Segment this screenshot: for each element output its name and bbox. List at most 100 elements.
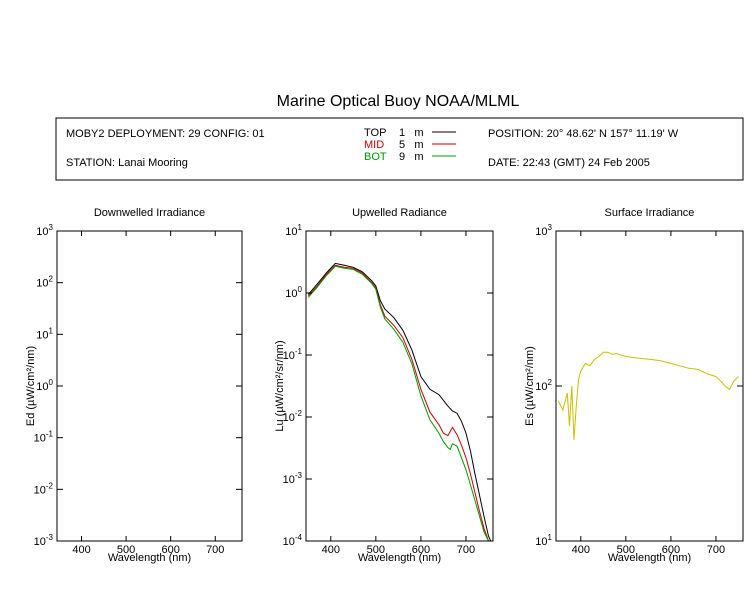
legend-unit-bot: m (414, 151, 423, 163)
surface-irradiance-series-es-line (557, 351, 739, 440)
station-text: STATION: Lanai Mooring (66, 157, 188, 169)
downwelled-irradiance-x-axis-label: Wavelength (nm) (108, 552, 191, 564)
upwelled-radiance-series-mid-line (307, 264, 491, 541)
downwelled-irradiance-y-tick-label: 103 (36, 223, 53, 238)
surface-irradiance-title: Surface Irradiance (605, 207, 695, 219)
surface-irradiance-x-tick-label: 700 (707, 544, 725, 556)
upwelled-radiance-x-axis-label: Wavelength (nm) (358, 552, 441, 564)
downwelled-irradiance-y-tick-label: 101 (36, 326, 53, 341)
upwelled-radiance-title: Upwelled Radiance (352, 207, 447, 219)
upwelled-radiance-x-tick-label: 600 (412, 544, 430, 556)
upwelled-radiance-y-tick-base: 10 (283, 474, 295, 486)
upwelled-radiance-y-tick-label: 10-2 (283, 409, 303, 424)
upwelled-radiance-y-tick-label: 10-4 (283, 533, 303, 548)
surface-irradiance-y-tick-base: 10 (535, 536, 547, 548)
deployment-text: MOBY2 DEPLOYMENT: 29 CONFIG: 01 (66, 128, 265, 140)
surface-irradiance-y-axis-label: Es (µW/cm²/nm) (524, 346, 536, 426)
downwelled-irradiance-y-tick-exponent: 2 (49, 275, 54, 284)
surface-irradiance-y-tick-base: 10 (535, 226, 547, 238)
surface-irradiance-y-tick-label: 103 (535, 223, 552, 238)
legend-label-mid: MID (364, 139, 384, 151)
surface-irradiance-y-tick-exponent: 1 (548, 533, 553, 542)
legend-depth-mid: 5 (399, 139, 405, 151)
legend-depth-top: 1 (399, 127, 405, 139)
legend-entry-top: TOP 1 m (364, 127, 456, 139)
upwelled-radiance-plot-frame (305, 230, 494, 542)
upwelled-radiance-y-tick-label: 10-1 (283, 347, 303, 362)
downwelled-irradiance-x-tick-label: 500 (117, 544, 135, 556)
position-text: POSITION: 20° 48.62' N 157° 11.19' W (488, 128, 679, 140)
downwelled-irradiance-x-tick-label: 700 (206, 544, 224, 556)
upwelled-radiance-y-tick-exponent: -4 (295, 533, 303, 542)
downwelled-irradiance-y-tick-label: 10-2 (34, 481, 54, 496)
upwelled-radiance-x-tick-label: 500 (367, 544, 385, 556)
downwelled-irradiance-y-tick-exponent: -1 (46, 430, 54, 439)
downwelled-irradiance-y-tick-label: 10-3 (34, 533, 54, 548)
upwelled-radiance-y-tick-label: 101 (285, 223, 302, 238)
downwelled-irradiance-plot-frame (56, 230, 243, 542)
upwelled-radiance-y-tick-base: 10 (285, 288, 297, 300)
main-title: Marine Optical Buoy NOAA/MLML (277, 93, 520, 110)
surface-irradiance-plot-frame (555, 230, 744, 542)
downwelled-irradiance-title: Downwelled Irradiance (94, 207, 205, 219)
downwelled-irradiance-y-tick-label: 10-1 (34, 430, 54, 445)
downwelled-irradiance-y-tick-label: 102 (36, 275, 53, 290)
upwelled-radiance-y-tick-label: 10-3 (283, 471, 303, 486)
upwelled-radiance-y-tick-exponent: -3 (295, 471, 303, 480)
upwelled-radiance-x-tick-label: 700 (457, 544, 475, 556)
downwelled-irradiance-y-axis-label: Ed (µW/cm²/nm) (25, 346, 37, 426)
surface-irradiance-x-tick-label: 400 (572, 544, 590, 556)
surface-irradiance-y-tick-exponent: 2 (548, 378, 553, 387)
downwelled-irradiance-y-tick-base: 10 (36, 329, 48, 341)
upwelled-radiance-y-tick-base: 10 (283, 412, 295, 424)
downwelled-irradiance-y-tick-exponent: -2 (46, 481, 54, 490)
date-text: DATE: 22:43 (GMT) 24 Feb 2005 (488, 157, 650, 169)
downwelled-irradiance-y-tick-base: 10 (34, 433, 46, 445)
upwelled-radiance-series-top-line (307, 262, 492, 541)
upwelled-radiance-y-axis-label: Lu (µW/cm²/sr/nm) (274, 340, 286, 431)
legend-label-bot: BOT (364, 151, 387, 163)
depth-legend: TOP 1 m MID 5 m BOT 9 m (364, 127, 456, 163)
legend-unit-mid: m (414, 139, 423, 151)
legend-label-top: TOP (364, 127, 386, 139)
downwelled-irradiance-y-tick-base: 10 (36, 278, 48, 290)
surface-irradiance-y-tick-label: 101 (535, 533, 552, 548)
upwelled-radiance-y-tick-base: 10 (283, 350, 295, 362)
upwelled-radiance-y-tick-base: 10 (285, 226, 297, 238)
legend-depth-bot: 9 (399, 151, 405, 163)
surface-irradiance-y-tick-exponent: 3 (548, 223, 553, 232)
upwelled-radiance-series-bot-line (307, 265, 491, 541)
surface-irradiance-y-tick-label: 102 (535, 378, 552, 393)
downwelled-irradiance-y-tick-exponent: 3 (49, 223, 54, 232)
downwelled-irradiance-y-tick-exponent: 1 (49, 326, 54, 335)
legend-entry-bot: BOT 9 m (364, 151, 456, 163)
downwelled-irradiance-y-tick-exponent: 0 (49, 378, 54, 387)
info-box-frame (55, 117, 744, 181)
upwelled-radiance-x-tick-label: 400 (322, 544, 340, 556)
downwelled-irradiance-y-tick-label: 100 (36, 378, 53, 393)
upwelled-radiance-y-tick-exponent: 0 (298, 285, 303, 294)
downwelled-irradiance-y-tick-base: 10 (34, 484, 46, 496)
legend-unit-top: m (414, 127, 423, 139)
surface-irradiance-x-tick-label: 600 (662, 544, 680, 556)
downwelled-irradiance-x-tick-label: 600 (161, 544, 179, 556)
surface-irradiance-y-tick-base: 10 (535, 381, 547, 393)
surface-irradiance-x-tick-label: 500 (617, 544, 635, 556)
upwelled-radiance-y-tick-label: 100 (285, 285, 302, 300)
legend-entry-mid: MID 5 m (364, 139, 456, 151)
downwelled-irradiance-y-tick-exponent: -3 (46, 533, 54, 542)
downwelled-irradiance-y-tick-base: 10 (36, 226, 48, 238)
upwelled-radiance-y-tick-exponent: -2 (295, 409, 303, 418)
downwelled-irradiance-x-tick-label: 400 (72, 544, 90, 556)
surface-irradiance-x-axis-label: Wavelength (nm) (608, 552, 691, 564)
downwelled-irradiance-y-tick-base: 10 (34, 536, 46, 548)
upwelled-radiance-y-tick-exponent: -1 (295, 347, 303, 356)
upwelled-radiance-y-tick-base: 10 (283, 536, 295, 548)
info-box: MOBY2 DEPLOYMENT: 29 CONFIG: 01 STATION:… (55, 117, 744, 181)
downwelled-irradiance-y-tick-base: 10 (36, 381, 48, 393)
upwelled-radiance-y-tick-exponent: 1 (298, 223, 303, 232)
